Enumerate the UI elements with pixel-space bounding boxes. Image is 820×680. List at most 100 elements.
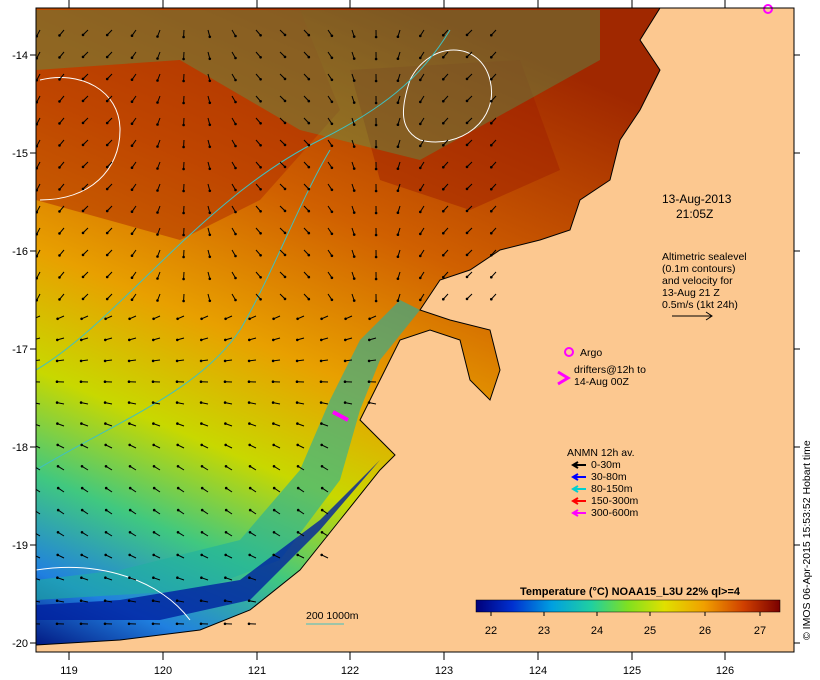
- velocity-arrow-head: [247, 359, 251, 363]
- velocity-arrow-head: [374, 255, 378, 259]
- velocity-arrow-head: [208, 189, 212, 193]
- longitude-axis: 119 120 121 122 123 124 125 126: [60, 0, 734, 677]
- velocity-arrow-head: [32, 623, 35, 626]
- altimetry-note-line: Altimetric sealevel: [662, 251, 747, 263]
- velocity-arrow-head: [465, 165, 469, 169]
- velocity-arrow-head: [32, 554, 35, 557]
- lon-tick-label: 122: [341, 665, 359, 677]
- velocity-arrow-head: [81, 253, 85, 257]
- velocity-arrow-head: [442, 99, 445, 103]
- velocity-arrow-head: [128, 508, 132, 512]
- velocity-arrow-head: [283, 165, 287, 169]
- velocity-arrow-head: [330, 254, 334, 258]
- velocity-arrow-head: [208, 277, 212, 281]
- velocity-arrow-head: [176, 317, 179, 321]
- velocity-arrow-head: [56, 422, 59, 425]
- velocity-arrow-head: [352, 167, 356, 170]
- velocity-arrow-head: [234, 100, 237, 104]
- velocity-arrow-head: [80, 317, 83, 321]
- velocity-arrow-head: [58, 166, 61, 169]
- velocity-arrow-head: [175, 599, 179, 602]
- velocity-arrow-head: [152, 317, 155, 321]
- velocity-arrow-head: [81, 187, 85, 191]
- velocity-arrow-head: [259, 122, 262, 125]
- velocity-arrow-head: [442, 187, 445, 191]
- velocity-arrow-head: [330, 100, 334, 104]
- velocity-arrow-head: [296, 531, 300, 534]
- velocity-arrow-head: [490, 143, 493, 147]
- velocity-arrow-head: [248, 576, 251, 579]
- sealevel-contour: [402, 49, 492, 143]
- velocity-arrow-head: [151, 359, 155, 363]
- altimetry-note-line: 13-Aug 21 Z: [662, 287, 720, 299]
- velocity-arrow-head: [223, 359, 227, 363]
- velocity-arrow-head: [127, 622, 131, 626]
- velocity-arrow-head: [319, 359, 323, 363]
- velocity-arrow-head: [208, 145, 212, 149]
- velocity-arrow-head: [152, 576, 155, 579]
- velocity-arrow-head: [259, 254, 262, 257]
- velocity-arrow-head: [152, 465, 156, 468]
- velocity-arrow-head: [319, 401, 323, 404]
- velocity-arrow-head: [259, 298, 262, 301]
- isobath-contour: [36, 149, 331, 471]
- velocity-arrow-head: [374, 35, 378, 39]
- velocity-arrow-head: [307, 253, 311, 257]
- velocity-arrow-head: [56, 465, 60, 468]
- velocity-arrow-head: [130, 298, 134, 302]
- velocity-arrow-head: [368, 317, 371, 321]
- velocity-arrow-head: [259, 144, 262, 147]
- velocity-arrow-head: [419, 210, 422, 214]
- anmn-legend-label: 30-80m: [591, 471, 627, 483]
- lon-tick-label: 126: [716, 665, 734, 677]
- velocity-arrow-head: [80, 531, 84, 534]
- velocity-arrow-head: [330, 188, 334, 192]
- velocity-arrow-head: [272, 443, 276, 447]
- velocity-arrow-head: [465, 275, 469, 279]
- velocity-arrow: [36, 488, 41, 493]
- velocity-arrow-head: [182, 145, 185, 149]
- velocity-arrow-head: [58, 34, 61, 37]
- velocity-arrow-head: [128, 553, 131, 557]
- colorbar-ramp: [475, 599, 781, 613]
- velocity-arrow-head: [130, 232, 134, 235]
- velocity-arrow-head: [248, 486, 252, 490]
- velocity-arrow-head: [320, 443, 324, 447]
- argo-legend: Argo: [564, 347, 602, 359]
- velocity-arrow-head: [234, 276, 237, 280]
- velocity-arrow: [36, 466, 41, 471]
- isobath-label: 200 1000m: [306, 610, 359, 622]
- colorbar-tick-label: 25: [644, 625, 656, 637]
- velocity-arrow-head: [344, 338, 347, 342]
- velocity-arrow-head: [175, 401, 179, 404]
- velocity-arrow-head: [32, 599, 35, 602]
- lon-tick-label: 120: [154, 665, 172, 677]
- colorbar-tick-label: 26: [699, 625, 711, 637]
- velocity-arrow-head: [224, 338, 227, 342]
- lat-tick-label: -15: [12, 148, 28, 160]
- velocity-arrow-head: [330, 78, 334, 82]
- anmn-legend-arrowhead: [571, 485, 579, 493]
- velocity-arrow-head: [58, 232, 61, 235]
- velocity-arrow-head: [200, 486, 204, 490]
- velocity-arrow-head: [81, 77, 85, 81]
- lat-tick-label: -17: [12, 344, 28, 356]
- velocity-arrow-head: [259, 166, 262, 169]
- velocity-arrow-head: [330, 144, 334, 148]
- velocity-arrow-head: [465, 231, 469, 235]
- velocity-arrow-head: [272, 508, 276, 512]
- velocity-arrow-head: [32, 380, 35, 383]
- velocity-arrow-head: [247, 599, 251, 602]
- velocity-arrow-head: [283, 253, 287, 257]
- velocity-arrow-head: [81, 99, 85, 103]
- velocity-arrow-head: [81, 33, 85, 37]
- velocity-arrow-head: [104, 422, 107, 425]
- velocity-arrow-head: [81, 121, 85, 125]
- velocity-arrow-head: [283, 297, 287, 301]
- velocity-arrow-head: [320, 486, 324, 490]
- velocity-arrow-head: [58, 298, 61, 301]
- velocity-arrow-head: [344, 317, 347, 321]
- velocity-arrow-head: [224, 465, 228, 468]
- velocity-arrow-head: [151, 380, 155, 384]
